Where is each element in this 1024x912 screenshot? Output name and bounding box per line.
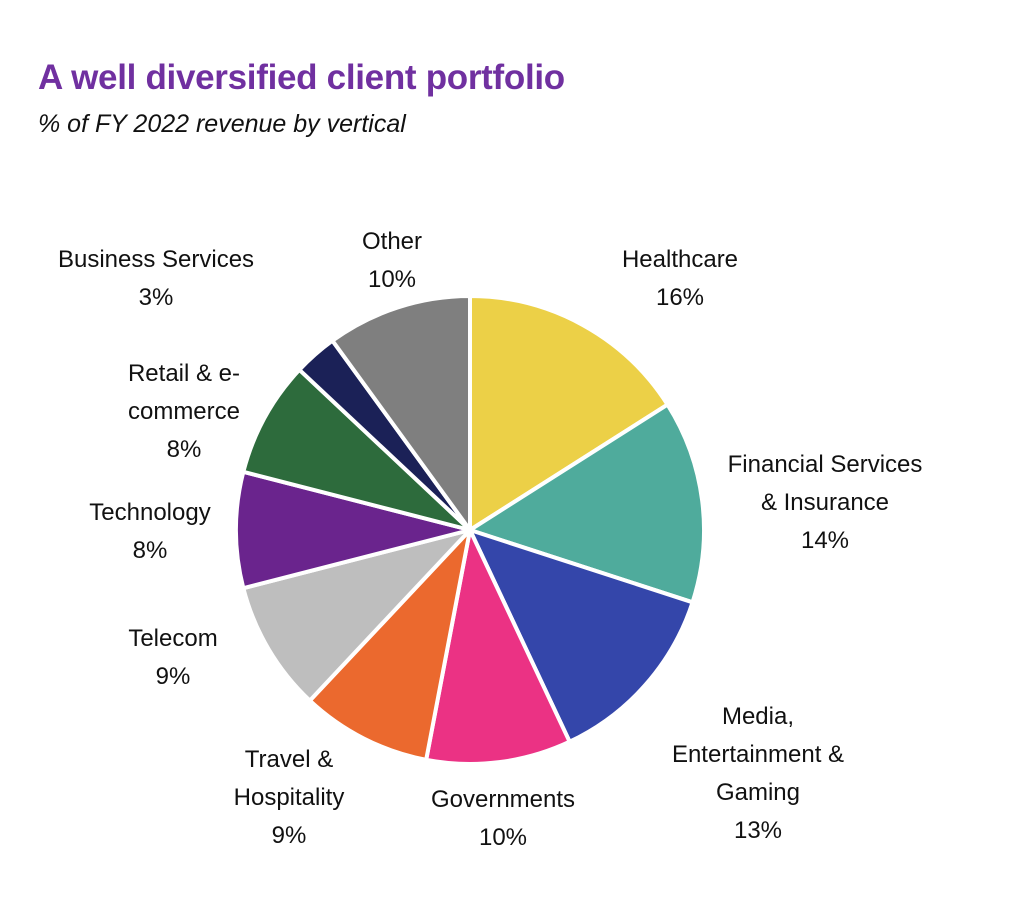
slice-label: Retail & e- commerce 8% xyxy=(128,355,240,469)
slice-label-name: Healthcare xyxy=(621,246,739,273)
pie-slice-travel-hospitality xyxy=(307,528,472,762)
pie-slice-retail-e-commerce xyxy=(241,367,472,532)
pie-slice-media-entertainment-gaming xyxy=(468,528,695,744)
slice-label: Travel & Hospitality 9% xyxy=(234,741,345,855)
slice-label-value: 8% xyxy=(132,537,168,564)
slice-label: Governments 10% xyxy=(431,781,575,857)
slice-label: Other 10% xyxy=(362,223,422,299)
slice-label-value: 14% xyxy=(800,527,850,554)
pie-slice-governments xyxy=(424,528,572,766)
slice-label: Business Services 3% xyxy=(58,241,254,317)
slice-label-value: 9% xyxy=(155,663,191,690)
slice-label-name: Other xyxy=(361,228,423,255)
slice-label-value: 9% xyxy=(271,822,307,849)
slice-label: Telecom 9% xyxy=(128,620,217,696)
pie-slice-healthcare xyxy=(468,294,670,532)
slice-label-name: Technology xyxy=(89,499,211,526)
slice-label-name: Retail & e- commerce xyxy=(127,360,241,425)
slice-label-name: Governments xyxy=(430,786,576,813)
slice-label: Technology 8% xyxy=(89,494,210,570)
slice-label: Healthcare 16% xyxy=(622,241,738,317)
pie-slice-technology xyxy=(234,469,472,591)
pie-slice-financial-services-insurance xyxy=(468,402,706,605)
slice-label-value: 10% xyxy=(367,266,417,293)
slice-label: Media, Entertainment & Gaming 13% xyxy=(672,698,844,850)
slice-label-name: Telecom xyxy=(128,625,218,652)
slice-label-name: Business Services xyxy=(57,246,255,273)
slice-label-name: Media, Entertainment & Gaming xyxy=(671,703,845,806)
slice-label-value: 8% xyxy=(166,436,202,463)
pie-slice-telecom xyxy=(241,528,472,703)
chart-subtitle: % of FY 2022 revenue by vertical xyxy=(38,110,406,138)
slice-label-value: 3% xyxy=(138,284,174,311)
chart-title: A well diversified client portfolio xyxy=(38,58,565,97)
slice-label-value: 13% xyxy=(733,817,783,844)
slice-label-value: 10% xyxy=(478,824,528,851)
slice-label-name: Financial Services & Insurance xyxy=(727,451,923,516)
slice-label-value: 16% xyxy=(655,284,705,311)
slice-label: Financial Services & Insurance 14% xyxy=(728,446,923,560)
pie-slice-other xyxy=(330,294,472,532)
slice-label-name: Travel & Hospitality xyxy=(233,746,345,811)
